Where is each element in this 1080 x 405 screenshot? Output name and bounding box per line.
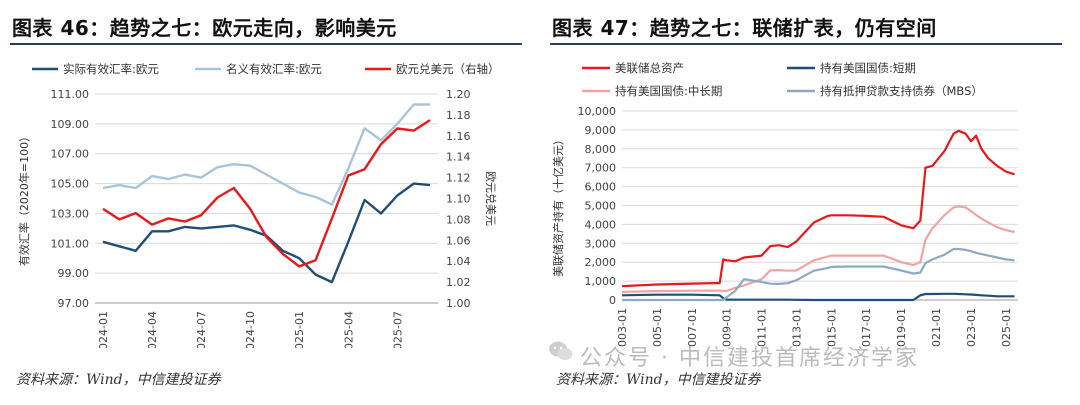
watermark: 公众号 · 中信建投首席经济学家 [580, 346, 919, 371]
x-tick-label: 2024-07 [195, 311, 208, 348]
title-divider [10, 43, 522, 45]
x-tick-label: 2025-07 [391, 311, 404, 348]
x-tick-label: 2007-01 [686, 308, 699, 348]
y2-tick-label: 1.20 [446, 88, 471, 101]
x-tick-label: 2009-01 [721, 308, 734, 348]
chart-panel-fed: 图表 47：趋势之七：联储扩表，仍有空间 美联储总资产 持有美国国债:短期持有美国… [540, 0, 1080, 405]
x-tick-label: 2013-01 [790, 308, 803, 348]
y-tick-label: 10,000 [578, 105, 617, 118]
legend-label: 持有美国国债:中长期 [615, 84, 722, 98]
chart-panel-euro: 图表 46：趋势之七：欧元走向，影响美元 实际有效汇率:欧元 名义有效汇率:欧元欧… [10, 16, 522, 388]
y2-tick-label: 1.16 [446, 130, 471, 143]
series-line-4 [622, 247, 1015, 302]
legend-label: 欧元兑美元（右轴） [396, 62, 500, 76]
y-tick-label: 101.00 [51, 237, 90, 250]
title-divider [550, 43, 1062, 45]
x-tick-label: 2025-01 [293, 311, 306, 348]
euro-exchange-rate-chart: 实际有效汇率:欧元 名义有效汇率:欧元 欧元兑美元（右轴） 97.00 99.00 101… [17, 62, 500, 348]
y2-tick-label: 1.14 [446, 151, 471, 164]
y2-tick-label: 1.06 [446, 234, 471, 247]
series-line-3 [102, 119, 431, 268]
x-tick-label: 2011-01 [756, 308, 769, 348]
series-line-3 [621, 205, 1015, 293]
wechat-icon [549, 341, 573, 360]
x-tick-label: 2017-01 [860, 308, 873, 348]
y-tick-label: 1,000 [585, 275, 617, 288]
y-tick-label: 109.00 [51, 118, 90, 131]
y2-tick-label: 1.10 [446, 193, 471, 206]
x-tick-label: 2024-04 [146, 311, 159, 348]
y2-tick-label: 1.02 [446, 276, 471, 289]
y2-tick-label: 1.04 [446, 255, 471, 268]
legend-label: 持有美国国债:短期 [820, 61, 916, 75]
x-tick-label: 2025-04 [342, 311, 355, 348]
x-tick-label: 2003-01 [616, 308, 629, 348]
y-tick-label: 3,000 [585, 237, 617, 250]
y2-tick-label: 1.08 [446, 213, 471, 226]
y-axis-label: 有效汇率（2020年=100） [17, 131, 31, 266]
x-tick-label: 2021-01 [930, 308, 943, 348]
x-tick-label: 2015-01 [825, 308, 838, 348]
y-axis-label: 美联储资产持有（十亿美元） [551, 134, 565, 277]
y-tick-label: 105.00 [51, 178, 90, 191]
y-tick-label: 99.00 [58, 267, 90, 280]
y-tick-label: 111.00 [51, 88, 90, 101]
y-tick-label: 97.00 [58, 297, 90, 310]
legend-label: 美联储总资产 [615, 61, 684, 75]
x-tick-label: 2023-01 [965, 308, 978, 348]
y2-axis-label: 欧元兑美元 [484, 171, 498, 226]
chart-title: 图表 47：趋势之七：联储扩表，仍有空间 [552, 16, 937, 40]
y2-tick-label: 1.18 [446, 109, 471, 122]
y-tick-label: 103.00 [51, 207, 90, 220]
legend-label: 名义有效汇率:欧元 [226, 62, 322, 76]
y-tick-label: 8,000 [585, 143, 617, 156]
legend-label: 实际有效汇率:欧元 [63, 62, 159, 76]
x-tick-label: 2019-01 [895, 308, 908, 348]
chart-title: 图表 46：趋势之七：欧元走向，影响美元 [12, 16, 397, 40]
source-note: 资料来源：Wind，中信建投证券 [16, 372, 221, 388]
y-tick-label: 107.00 [51, 148, 90, 161]
y-tick-label: 2,000 [585, 256, 617, 269]
x-tick-label: 2005-01 [651, 308, 664, 348]
series-line-1 [621, 129, 1015, 288]
series-line-2 [621, 292, 1015, 302]
y-tick-label: 6,000 [585, 181, 617, 194]
y2-tick-label: 1.00 [446, 297, 471, 310]
x-tick-label: 2024-01 [97, 311, 110, 348]
legend-label: 持有抵押贷款支持债券（MBS） [820, 84, 983, 98]
y-tick-label: 9,000 [585, 124, 617, 137]
y-tick-label: 0 [609, 294, 616, 307]
y-tick-label: 4,000 [585, 218, 617, 231]
y-tick-label: 5,000 [585, 200, 617, 213]
y-tick-label: 7,000 [585, 162, 617, 175]
x-tick-label: 2025-01 [1000, 308, 1013, 348]
series-line-2 [102, 103, 430, 206]
y2-tick-label: 1.12 [446, 172, 471, 185]
source-note: 资料来源：Wind，中信建投证券 [556, 372, 761, 388]
x-tick-label: 2024-10 [244, 311, 257, 348]
series-line-1 [102, 182, 431, 284]
